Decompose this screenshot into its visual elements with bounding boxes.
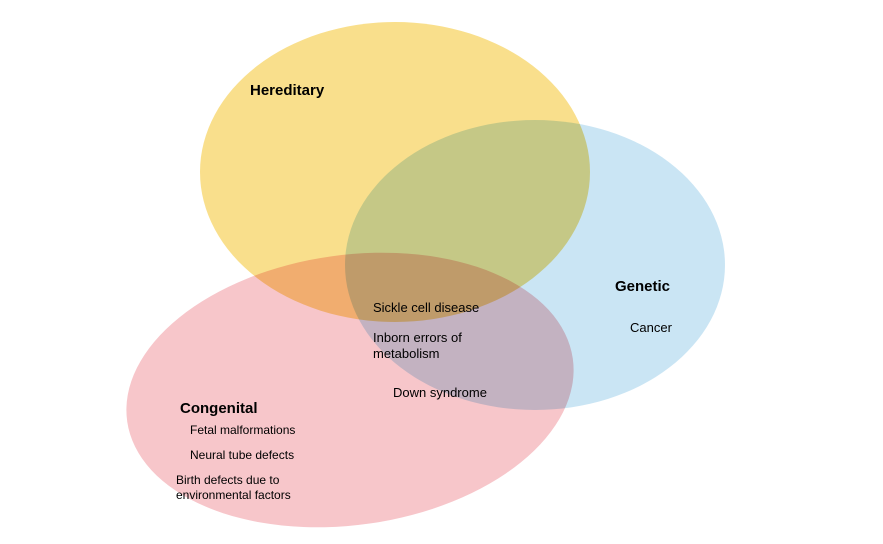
venn-diagram: Hereditary Genetic Congenital Sickle cel… — [0, 0, 883, 544]
item-sickle-cell: Sickle cell disease — [373, 300, 479, 316]
label-genetic: Genetic — [615, 278, 670, 297]
item-cancer: Cancer — [630, 320, 672, 336]
item-fetal-malformations: Fetal malformations — [190, 423, 295, 438]
label-hereditary: Hereditary — [250, 82, 324, 101]
label-congenital: Congenital — [180, 400, 258, 419]
item-neural-tube: Neural tube defects — [190, 448, 294, 463]
item-birth-defects-env: Birth defects due toenvironmental factor… — [176, 473, 291, 503]
item-inborn-errors: Inborn errors ofmetabolism — [373, 330, 462, 363]
item-down-syndrome: Down syndrome — [393, 385, 487, 401]
